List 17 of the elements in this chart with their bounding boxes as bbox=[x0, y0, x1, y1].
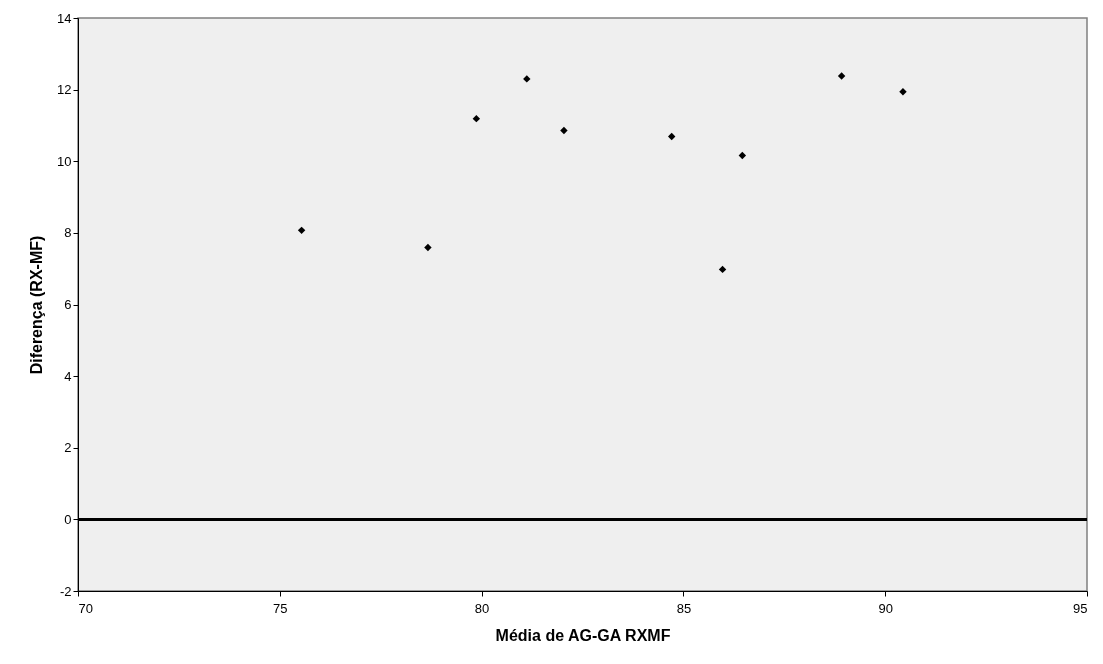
x-tick-label: 80 bbox=[474, 600, 490, 616]
y-tick-label: -2 bbox=[59, 583, 72, 599]
x-tick-label: 70 bbox=[78, 600, 93, 616]
x-tick-label: 90 bbox=[878, 600, 893, 616]
y-tick-label: 6 bbox=[64, 297, 72, 312]
x-tick-label: 95 bbox=[1073, 600, 1088, 616]
y-tick-label: 0 bbox=[64, 511, 72, 527]
x-axis-title: Média de AG-GA RXMF bbox=[495, 626, 671, 644]
y-tick-label: 4 bbox=[64, 368, 72, 384]
y-tick-label: 10 bbox=[57, 153, 72, 169]
x-tick-label: 85 bbox=[676, 600, 692, 616]
y-tick-label: 12 bbox=[57, 82, 72, 98]
y-tick-label: 14 bbox=[57, 10, 72, 26]
x-tick-label: 75 bbox=[273, 600, 288, 616]
y-tick-label: 8 bbox=[64, 225, 72, 241]
y-axis-title: Diferença (RX-MF) bbox=[28, 235, 46, 375]
y-tick-label: 2 bbox=[64, 440, 72, 456]
